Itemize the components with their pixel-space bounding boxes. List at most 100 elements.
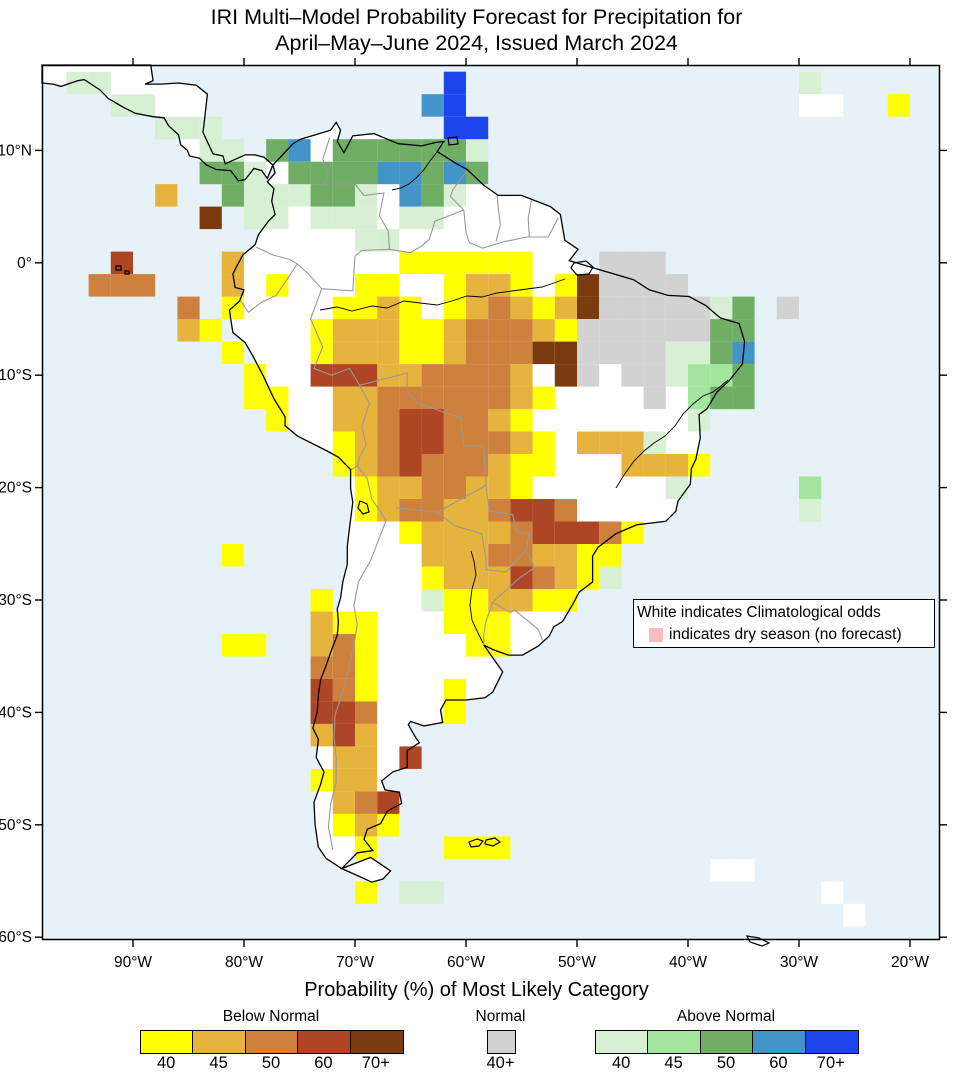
river [319,278,566,312]
normal-colorbar [487,1030,516,1054]
forecast-cell-below_50 [355,701,378,724]
forecast-cell-below_45 [532,319,555,342]
island-outline [115,265,122,271]
forecast-cell-normal_40 [599,319,622,342]
forecast-cell-below_40 [399,341,422,365]
forecast-cell-above_40 [332,206,355,230]
colorbar-tick-label: 50 [716,1054,736,1072]
forecast-cell-below_45 [488,476,511,499]
dry-season-swatch [649,628,663,642]
forecast-cell-below_40 [266,386,289,410]
above-normal-colorbar [595,1030,859,1054]
colorbar-segment [805,1031,858,1053]
forecast-cell-below_45 [355,723,378,747]
island-outline [357,500,370,515]
forecast-cell-normal_40 [643,386,666,410]
forecast-cell-normal_40 [599,251,622,275]
country-border [495,195,501,242]
forecast-cell-below_45 [488,521,511,544]
forecast-cell-below_40 [332,611,355,634]
y-tick-label: 10°N [0,142,32,159]
forecast-cell-below_40 [443,296,466,320]
colorbar-tick-label: 50 [261,1054,281,1072]
forecast-cell-below_40 [355,611,378,634]
forecast-cell-below_60 [310,701,333,724]
forecast-cell-above_40 [310,206,333,230]
coastline [228,121,746,870]
forecast-cell-below_50 [554,499,577,522]
forecast-cell-below_40 [310,319,333,342]
forecast-cell-above_60 [288,139,311,162]
forecast-cell-clim_white [799,94,822,117]
forecast-cell-below_45 [443,566,466,589]
forecast-cell-below_45 [599,431,622,454]
forecast-cell-normal_40 [643,274,666,297]
forecast-cell-above_50 [332,184,355,207]
coastline [41,64,274,182]
forecast-cell-below_50 [466,431,489,454]
y-tick-label: 40°S [0,704,32,721]
forecast-cell-below_40 [310,589,333,612]
forecast-cell-below_45 [377,364,400,387]
forecast-cell-above_40 [466,139,489,162]
forecast-cell-above_50 [355,161,378,185]
forecast-cell-above_60 [421,94,444,117]
forecast-cell-below_50 [332,678,355,702]
forecast-cell-below_40 [887,94,910,117]
forecast-cell-below_40 [310,341,333,365]
forecast-cell-below_40 [199,319,222,342]
country-border [527,199,533,238]
colorbar-tick-label: 70+ [361,1054,390,1072]
forecast-cell-below_50 [421,499,444,522]
country-border [322,137,390,250]
forecast-cell-below_50 [133,274,156,297]
forecast-cell-below_40 [355,476,378,499]
island-outline [745,935,771,947]
x-tick-label: 90°W [114,954,152,971]
forecast-cell-below_45 [643,454,666,477]
forecast-cell-normal_40 [577,364,600,387]
forecast-cell-below_45 [443,521,466,544]
forecast-cell-below_45 [554,566,577,589]
y-tick-label: 0° [17,255,32,272]
forecast-cell-above_40 [665,364,688,387]
forecast-cell-above_50 [732,364,755,387]
x-tick-label: 80°W [225,954,263,971]
forecast-cell-below_50 [443,386,466,410]
forecast-cell-below_60 [399,431,422,454]
country-border [359,372,487,486]
y-tick-label: 60°S [0,929,32,946]
colorbar-segment [648,1031,701,1053]
forecast-cell-above_50 [288,161,311,185]
forecast-cell-above_50 [310,161,333,185]
forecast-cell-below_50 [488,431,511,454]
forecast-cell-above_50 [332,139,355,162]
forecast-cell-below_45 [377,476,400,499]
forecast-cell-below_45 [355,768,378,792]
country-border [255,246,390,292]
forecast-cell-above_50 [332,161,355,185]
forecast-cell-below_40 [221,544,244,567]
forecast-cell-above_50 [199,161,222,185]
forecast-cell-below_40 [554,589,577,612]
forecast-cell-normal_40 [599,274,622,297]
forecast-cell-below_45 [466,544,489,567]
x-tick-label: 60°W [447,954,485,971]
forecast-cell-above_40 [421,881,444,904]
forecast-cell-below_60 [532,521,555,544]
forecast-cell-normal_40 [643,251,666,275]
forecast-cell-below_40 [244,386,267,410]
forecast-cell-below_60 [577,521,600,544]
forecast-cell-below_40 [488,836,511,859]
forecast-cell-below_70 [577,274,600,297]
forecast-cell-below_40 [399,521,422,544]
map-canvas: 90°W 80°W 70°W 60°W 50°W 40°W 30°W 20°W 10°N 0° 10… [0,58,947,971]
forecast-cell-normal_40 [621,296,644,320]
forecast-cell-below_40 [510,274,533,297]
note-line-2: indicates dry season (no forecast) [669,626,902,643]
forecast-cell-above_40 [288,184,311,207]
forecast-cell-below_40 [221,341,244,365]
forecast-cell-below_40 [488,251,511,275]
forecast-cell-below_45 [177,319,200,342]
forecast-cell-above_40 [665,341,688,365]
